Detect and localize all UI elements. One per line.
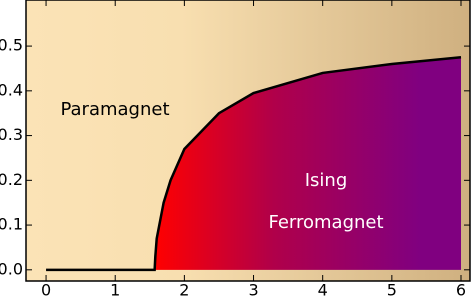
y-tick-label: 0.5 <box>0 36 23 55</box>
x-tick-label: 3 <box>248 281 258 300</box>
x-tick-label: 1 <box>110 281 120 300</box>
x-tick-label: 4 <box>318 281 328 300</box>
y-tick-label: 0.4 <box>0 80 23 99</box>
x-tick-label: 2 <box>179 281 189 300</box>
annotation: Paramagnet <box>60 99 169 120</box>
y-tick-label: 0.1 <box>0 215 23 234</box>
x-tick-label: 5 <box>387 281 397 300</box>
x-tick-label: 6 <box>456 281 466 300</box>
phase-boundary <box>46 56 462 272</box>
annotation: Ferromagnet <box>268 212 383 233</box>
y-tick-label: 0.3 <box>0 125 23 144</box>
ordered-region <box>46 57 462 270</box>
x-tick-label: 0 <box>41 281 51 300</box>
plot-frame <box>25 0 471 282</box>
y-tick-label: 0.2 <box>0 170 23 189</box>
y-tick-label: 0.0 <box>0 259 23 278</box>
annotation: Ising <box>305 170 348 191</box>
